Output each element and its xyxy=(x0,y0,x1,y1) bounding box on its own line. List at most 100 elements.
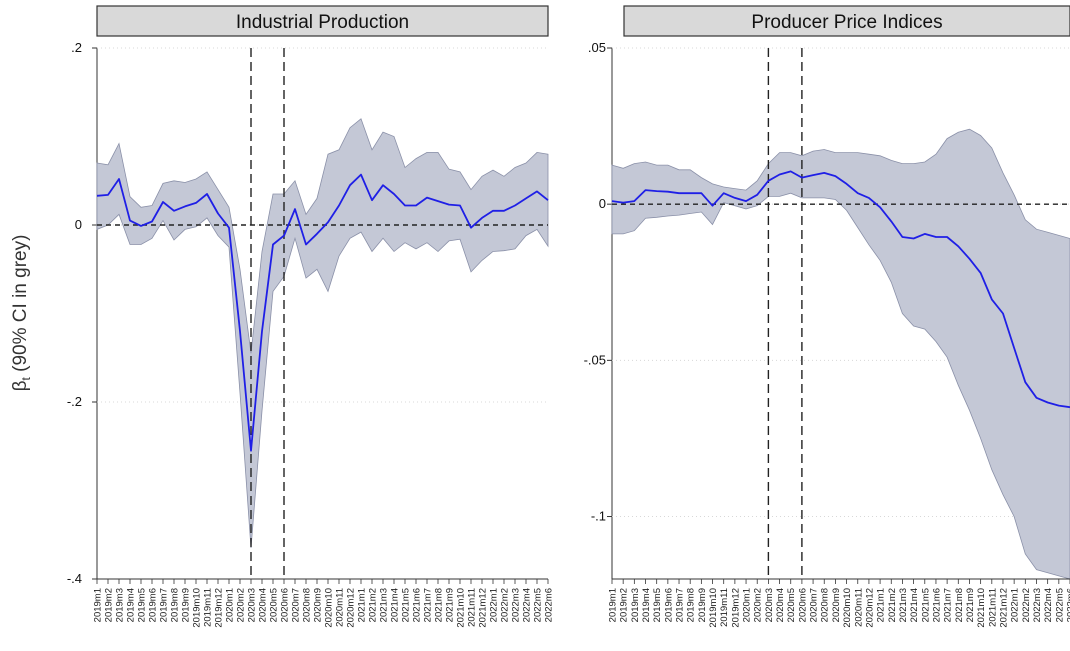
x-tick-label: 2019m5 xyxy=(652,588,663,622)
x-tick-label: 2019m7 xyxy=(159,588,170,622)
x-tick-label: 2020m5 xyxy=(786,588,797,622)
x-tick-label: 2020m8 xyxy=(820,588,831,622)
y-axis-label-text: (90% CI in grey) xyxy=(10,235,31,378)
x-tick-label: 2020m9 xyxy=(831,588,842,622)
x-tick-label: 2021m10 xyxy=(976,588,987,628)
y-tick-label: -.4 xyxy=(67,571,82,586)
x-tick-label: 2020m1 xyxy=(225,588,236,622)
x-tick-label: 2020m8 xyxy=(302,588,313,622)
x-tick-label: 2021m5 xyxy=(401,588,412,622)
x-tick-label: 2022m2 xyxy=(500,588,511,622)
x-tick-label: 2019m6 xyxy=(663,588,674,622)
x-tick-label: 2019m12 xyxy=(730,588,741,628)
x-tick-label: 2019m2 xyxy=(104,588,115,622)
panel-title: Producer Price Indices xyxy=(751,12,942,33)
x-tick-label: 2021m3 xyxy=(898,588,909,622)
x-tick-label: 2022m5 xyxy=(533,588,544,622)
x-tick-label: 2019m8 xyxy=(170,588,181,622)
panel-title: Industrial Production xyxy=(236,12,409,33)
x-tick-label: 2022m6 xyxy=(544,588,555,622)
y-tick-label: -.1 xyxy=(591,509,606,524)
x-tick-label: 2020m2 xyxy=(236,588,247,622)
x-tick-label: 2019m11 xyxy=(719,588,730,627)
y-tick-label: .05 xyxy=(588,40,606,55)
y-tick-label: .2 xyxy=(71,40,82,55)
x-tick-label: 2021m9 xyxy=(445,588,456,622)
x-tick-label: 2022m3 xyxy=(1032,588,1043,622)
y-tick-label: 0 xyxy=(599,196,606,211)
x-tick-label: 2021m6 xyxy=(932,588,943,622)
x-tick-label: 2020m11 xyxy=(335,588,346,627)
x-tick-label: 2020m1 xyxy=(742,588,753,622)
x-tick-label: 2019m1 xyxy=(608,588,619,622)
x-tick-label: 2022m2 xyxy=(1021,588,1032,622)
x-tick-label: 2019m10 xyxy=(192,588,203,628)
x-tick-label: 2019m7 xyxy=(675,588,686,622)
x-tick-label: 2021m1 xyxy=(357,588,368,622)
x-tick-label: 2021m8 xyxy=(434,588,445,622)
x-tick-label: 2022m1 xyxy=(489,588,500,622)
x-tick-label: 2021m1 xyxy=(876,588,887,622)
x-tick-label: 2021m11 xyxy=(987,588,998,627)
x-tick-label: 2021m4 xyxy=(909,588,920,622)
x-tick-label: 2019m3 xyxy=(630,588,641,622)
x-tick-label: 2021m2 xyxy=(887,588,898,622)
x-tick-label: 2019m6 xyxy=(148,588,159,622)
x-tick-label: 2021m11 xyxy=(467,588,478,627)
x-tick-label: 2019m3 xyxy=(115,588,126,622)
x-tick-label: 2022m1 xyxy=(1010,588,1021,622)
x-tick-label: 2020m3 xyxy=(764,588,775,622)
x-tick-label: 2020m12 xyxy=(864,588,875,628)
x-tick-label: 2021m7 xyxy=(423,588,434,622)
x-tick-label: 2021m8 xyxy=(954,588,965,622)
x-tick-label: 2019m2 xyxy=(619,588,630,622)
x-tick-label: 2020m9 xyxy=(313,588,324,622)
x-tick-label: 2020m12 xyxy=(346,588,357,628)
x-tick-label: 2020m6 xyxy=(280,588,291,622)
x-tick-label: 2019m10 xyxy=(708,588,719,628)
x-tick-label: 2019m11 xyxy=(203,588,214,627)
x-tick-label: 2020m7 xyxy=(291,588,302,622)
x-tick-label: 2020m2 xyxy=(753,588,764,622)
x-tick-label: 2019m1 xyxy=(93,588,104,622)
ci-band xyxy=(97,119,548,548)
y-tick-label: -.05 xyxy=(584,352,606,367)
x-tick-label: 2021m10 xyxy=(456,588,467,628)
x-tick-label: 2019m9 xyxy=(697,588,708,622)
x-tick-label: 2020m6 xyxy=(797,588,808,622)
x-tick-label: 2020m5 xyxy=(269,588,280,622)
y-tick-label: -.2 xyxy=(67,394,82,409)
y-axis-label: βt (90% CI in grey) xyxy=(10,235,33,392)
x-tick-label: 2021m2 xyxy=(368,588,379,622)
x-tick-label: 2021m7 xyxy=(943,588,954,622)
x-tick-label: 2021m4 xyxy=(390,588,401,622)
x-tick-label: 2020m3 xyxy=(247,588,258,622)
x-tick-label: 2021m6 xyxy=(412,588,423,622)
y-axis-label-symbol: β xyxy=(10,380,31,391)
x-tick-label: 2021m9 xyxy=(965,588,976,622)
x-tick-label: 2019m12 xyxy=(214,588,225,628)
x-tick-label: 2021m12 xyxy=(999,588,1010,628)
x-tick-label: 2022m4 xyxy=(1043,588,1054,622)
x-tick-label: 2022m5 xyxy=(1054,588,1065,622)
x-tick-label: 2019m9 xyxy=(181,588,192,622)
x-tick-label: 2019m8 xyxy=(686,588,697,622)
x-tick-label: 2019m4 xyxy=(641,588,652,622)
x-tick-label: 2021m3 xyxy=(379,588,390,622)
x-tick-label: 2022m6 xyxy=(1066,588,1070,622)
x-tick-label: 2020m10 xyxy=(842,588,853,628)
x-tick-label: 2019m4 xyxy=(126,588,137,622)
x-tick-label: 2020m11 xyxy=(853,588,864,627)
x-tick-label: 2020m4 xyxy=(775,588,786,622)
x-tick-label: 2022m4 xyxy=(522,588,533,622)
x-tick-label: 2019m5 xyxy=(137,588,148,622)
y-tick-label: 0 xyxy=(75,217,82,232)
x-tick-label: 2021m12 xyxy=(478,588,489,628)
x-tick-label: 2021m5 xyxy=(920,588,931,622)
x-tick-label: 2020m10 xyxy=(324,588,335,628)
x-tick-label: 2020m7 xyxy=(809,588,820,622)
